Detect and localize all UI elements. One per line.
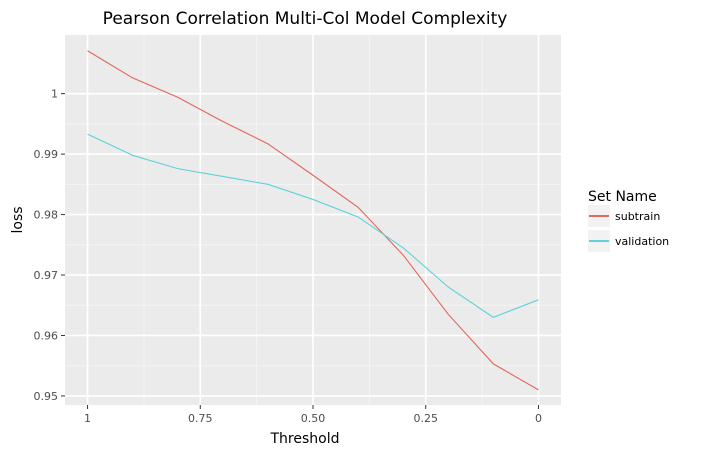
y-tick-label: 0.95 xyxy=(34,390,59,403)
series-layer xyxy=(87,50,539,391)
y-tick-label: 0.96 xyxy=(34,329,59,342)
x-tick-label: 0.50 xyxy=(301,412,326,425)
x-tick-label: 0 xyxy=(535,412,542,425)
chart-title: Pearson Correlation Multi-Col Model Comp… xyxy=(103,9,508,29)
series-line-subtrain xyxy=(87,50,539,391)
x-axis: 1 0.75 0.50 0.25 0 xyxy=(84,405,542,425)
x-tick-label: 0.75 xyxy=(188,412,213,425)
y-tick-label: 1 xyxy=(51,88,58,101)
x-tick-label: 1 xyxy=(84,412,91,425)
y-tick-label: 0.98 xyxy=(34,209,59,222)
y-tick-label: 0.99 xyxy=(34,148,59,161)
y-axis: 0.95 0.96 0.97 0.98 0.99 1 xyxy=(34,88,65,403)
major-grid xyxy=(65,35,561,405)
x-axis-title: Threshold xyxy=(270,431,340,447)
legend-label-validation: validation xyxy=(615,235,669,248)
legend-items: subtrain validation xyxy=(588,205,669,252)
y-axis-title: loss xyxy=(10,206,26,233)
y-tick-label: 0.97 xyxy=(34,269,59,282)
legend-title: Set Name xyxy=(588,189,657,205)
legend-label-subtrain: subtrain xyxy=(615,210,660,223)
x-tick-label: 0.25 xyxy=(413,412,438,425)
legend: Set Name subtrain validation xyxy=(588,189,669,252)
series-line-validation xyxy=(87,133,539,318)
